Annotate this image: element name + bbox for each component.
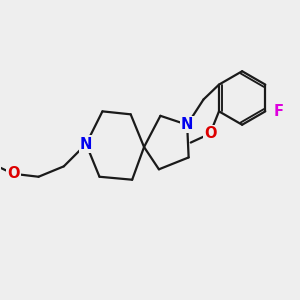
Text: O: O <box>7 166 20 181</box>
Text: F: F <box>274 104 284 119</box>
Text: N: N <box>80 136 92 152</box>
Text: N: N <box>181 117 193 132</box>
Text: O: O <box>204 126 216 141</box>
